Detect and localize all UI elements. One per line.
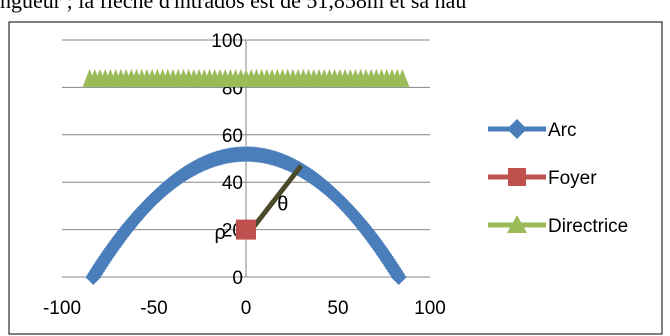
x-tick-label: -50 [140,298,167,319]
annotation-theta: θ [277,194,288,216]
y-tick-label: 40 [222,173,243,194]
legend-label-arc: Arc [548,120,577,141]
x-tick-labels: -100 -50 0 50 100 [43,298,446,319]
x-tick-label: 0 [241,298,252,319]
y-tick-label: 60 [222,126,243,147]
series-directrice [82,68,410,87]
legend-label-foyer: Foyer [548,168,597,189]
legend: Arc Foyer Directrice [488,119,628,237]
annotations: θρ [215,194,289,244]
legend-foyer-marker [508,168,526,186]
legend-arc-marker [507,119,527,139]
foyer-point [236,219,256,240]
page-top-text: ngueur ; la flèche d'intrados est de 51,… [0,0,467,13]
x-tick-label: 50 [327,298,348,319]
y-tick-label: 0 [232,268,243,289]
legend-directrice-marker [507,215,527,233]
legend-label-directrice: Directrice [548,216,628,237]
x-tick-label: -100 [43,298,81,319]
focal-segment [249,164,304,232]
chart-border [8,21,663,335]
y-tick-label: 100 [211,31,243,52]
x-tick-label: 100 [414,298,446,319]
series-foyer [236,219,256,240]
focal-ray-line [249,164,304,232]
series-arc [85,146,407,285]
annotation-rho: ρ [215,222,226,244]
arc-point [390,269,407,285]
directrice-point [395,68,410,87]
